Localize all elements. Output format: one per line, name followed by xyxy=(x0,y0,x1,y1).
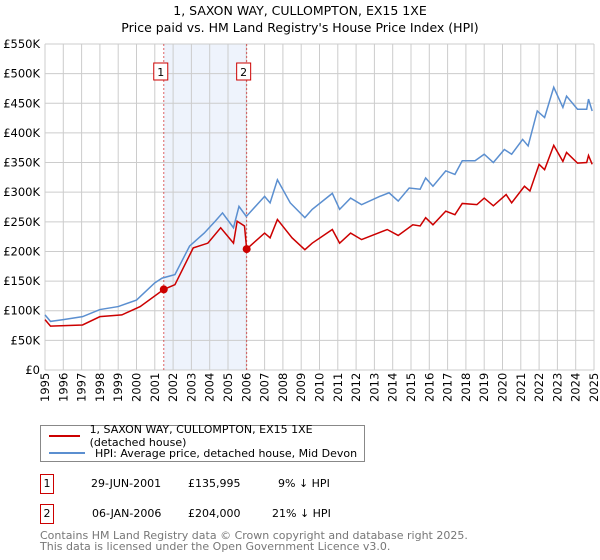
x-tick-label: 2014 xyxy=(386,373,400,402)
price-chart: 1995 1996 1997 1998 1999 2000 2001 2002 2003 2004… xyxy=(3,37,600,402)
y-tick-label: £150K xyxy=(3,274,40,288)
x-tick-label: 2023 xyxy=(550,373,564,402)
chart-subtitle: Price paid vs. HM Land Registry's House … xyxy=(121,20,479,35)
legend-item-hpi: HPI: Average price, detached house, Mid … xyxy=(49,445,357,461)
x-tick-label: 2010 xyxy=(313,373,327,402)
y-tick-label: £550K xyxy=(3,37,40,51)
transaction-price: £135,995 xyxy=(188,477,241,490)
y-tick-label: £250K xyxy=(3,215,40,229)
transaction-hpi: 21% ↓ HPI xyxy=(272,507,331,520)
x-tick-label: 2025 xyxy=(587,373,600,402)
transaction-date: 06-JAN-2006 xyxy=(92,507,162,520)
x-tick-label: 2003 xyxy=(184,373,198,402)
x-tick-label: 2004 xyxy=(203,373,217,402)
x-tick-label: 2007 xyxy=(258,373,272,402)
legend-swatch-red xyxy=(49,435,80,437)
legend-item-property: 1, SAXON WAY, CULLOMPTON, EX15 1XE (deta… xyxy=(49,423,364,449)
y-tick-label: £100K xyxy=(3,304,40,318)
legend-swatch-blue xyxy=(49,452,85,454)
x-tick-label: 2021 xyxy=(514,373,528,402)
y-tick-label: £200K xyxy=(3,244,40,258)
x-tick-label: 1995 xyxy=(38,373,52,402)
x-tick-label: 1998 xyxy=(93,373,107,402)
x-tick-label: 2009 xyxy=(294,373,308,402)
x-tick-label: 2016 xyxy=(422,373,436,402)
sale-label-box xyxy=(236,62,252,81)
legend-label: HPI: Average price, detached house, Mid … xyxy=(95,446,358,460)
x-tick-label: 1997 xyxy=(75,373,89,402)
legend: 1, SAXON WAY, CULLOMPTON, EX15 1XE (deta… xyxy=(40,423,365,462)
transaction-date: 29-JUN-2001 xyxy=(91,477,162,490)
x-tick-label: 2005 xyxy=(221,373,235,402)
transaction-marker: 1 xyxy=(40,474,54,494)
x-tick-label: 2015 xyxy=(404,373,418,402)
sale-point xyxy=(242,245,251,254)
y-tick-label: £400K xyxy=(3,126,40,140)
x-tick-label: 1999 xyxy=(111,373,125,402)
footer: Contains HM Land Registry data © Crown c… xyxy=(40,530,468,552)
series-line-hpi xyxy=(44,85,593,323)
x-tick-label: 2018 xyxy=(459,373,473,402)
x-tick-label: 2019 xyxy=(477,373,491,402)
x-tick-label: 2000 xyxy=(130,373,144,402)
sale-label: 2 xyxy=(240,66,247,79)
shaded-period xyxy=(163,44,247,370)
transaction-price: £204,000 xyxy=(188,507,241,520)
sale-label: 1 xyxy=(157,66,164,79)
x-tick-label: 2024 xyxy=(569,373,583,402)
y-tick-label: £50K xyxy=(11,333,41,347)
footer-copyright: Contains HM Land Registry data © Crown c… xyxy=(40,529,468,542)
transaction-row: 2 06-JAN-2006 £204,000 21% ↓ HPI xyxy=(40,504,440,524)
footer-licence: This data is licensed under the Open Gov… xyxy=(40,540,391,553)
x-tick-label: 2017 xyxy=(441,373,455,402)
y-tick-label: £450K xyxy=(3,96,40,110)
x-tick-label: 2001 xyxy=(148,373,162,402)
y-tick-label: £300K xyxy=(3,185,40,199)
series-line-property xyxy=(44,143,593,327)
x-tick-label: 2012 xyxy=(349,373,363,402)
x-tick-label: 1996 xyxy=(56,373,70,402)
x-tick-label: 2006 xyxy=(239,373,253,402)
transaction-marker: 2 xyxy=(40,504,54,524)
transaction-row: 1 29-JUN-2001 £135,995 9% ↓ HPI xyxy=(40,474,440,494)
sale-label-box xyxy=(153,62,169,81)
legend-label: 1, SAXON WAY, CULLOMPTON, EX15 1XE (deta… xyxy=(89,423,313,449)
y-tick-label: £500K xyxy=(3,67,40,81)
x-tick-label: 2022 xyxy=(532,373,546,402)
x-tick-label: 2013 xyxy=(367,373,381,402)
x-tick-label: 2002 xyxy=(166,373,180,402)
sale-point xyxy=(159,285,168,294)
y-tick-label: £0 xyxy=(25,363,40,377)
x-tick-label: 2011 xyxy=(331,373,345,402)
x-tick-label: 2008 xyxy=(276,373,290,402)
chart-title: 1, SAXON WAY, CULLOMPTON, EX15 1XE xyxy=(173,3,427,18)
y-tick-label: £350K xyxy=(3,156,40,170)
transaction-hpi: 9% ↓ HPI xyxy=(278,477,330,490)
x-tick-label: 2020 xyxy=(496,373,510,402)
